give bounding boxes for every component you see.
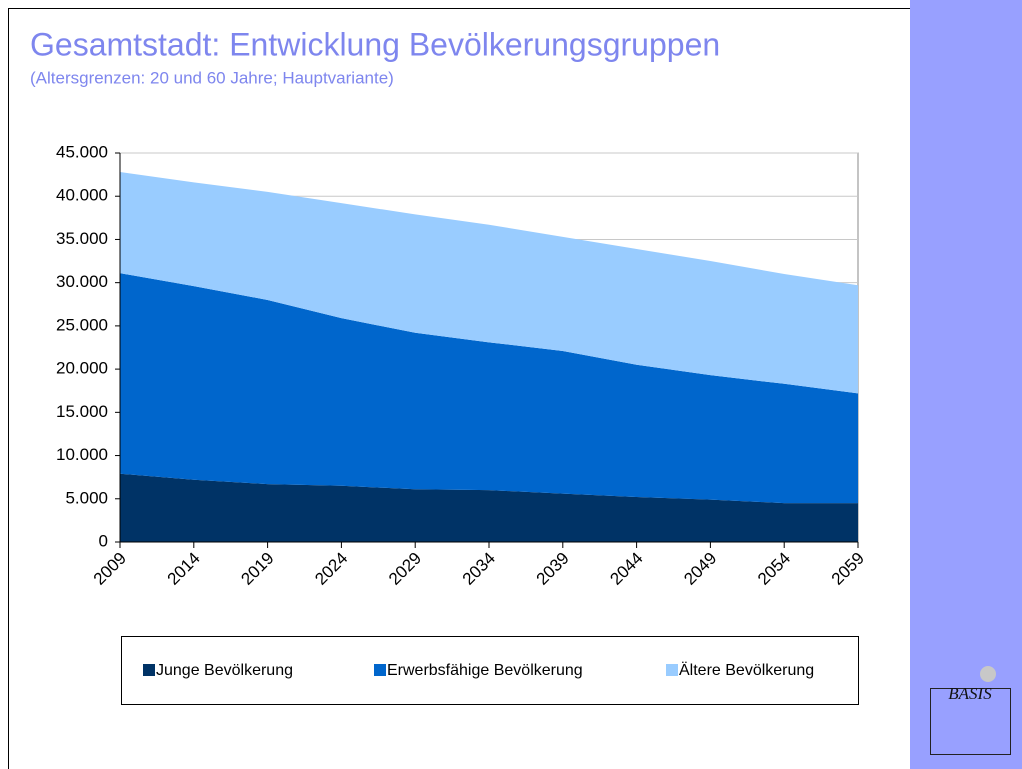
y-tick-label: 10.000	[56, 445, 108, 464]
logo-dot	[980, 666, 996, 682]
x-tick-label: 2014	[164, 549, 204, 589]
y-tick-label: 35.000	[56, 229, 108, 248]
y-tick-label: 5.000	[65, 488, 108, 507]
x-tick-label: 2009	[90, 549, 130, 589]
logo: BASIS	[930, 666, 1011, 755]
x-tick-label: 2024	[311, 549, 351, 589]
legend-label: Erwerbsfähige Bevölkerung	[387, 662, 583, 679]
legend-label: Junge Bevölkerung	[156, 662, 293, 679]
y-tick-label: 25.000	[56, 315, 108, 334]
y-tick-label: 15.000	[56, 402, 108, 421]
x-tick-label: 2044	[606, 549, 646, 589]
legend-swatch	[143, 664, 155, 676]
area	[120, 273, 858, 504]
chart-title: Gesamtstadt: Entwicklung Bevölkerungsgru…	[30, 26, 720, 62]
legend-label: Ältere Bevölkerung	[679, 661, 814, 679]
x-tick-label: 2039	[533, 549, 573, 589]
x-tick-label: 2034	[459, 549, 499, 589]
x-tick-label: 2059	[828, 549, 868, 589]
legend-swatch	[374, 664, 386, 676]
y-tick-label: 20.000	[56, 359, 108, 378]
y-tick-label: 45.000	[56, 142, 108, 161]
area	[120, 473, 858, 542]
legend-swatch	[666, 664, 678, 676]
y-tick-label: 30.000	[56, 272, 108, 291]
y-tick-label: 40.000	[56, 186, 108, 205]
x-tick-label: 2019	[237, 549, 277, 589]
y-tick-label: 0	[99, 531, 108, 550]
logo-text: BASIS	[948, 684, 992, 703]
legend-box	[121, 636, 859, 705]
sidebar	[910, 0, 1022, 769]
x-tick-label: 2049	[680, 549, 720, 589]
x-tick-label: 2029	[385, 549, 425, 589]
x-tick-label: 2054	[754, 549, 794, 589]
logo-box	[930, 688, 1011, 755]
area	[120, 172, 858, 394]
chart-subtitle: (Altersgrenzen: 20 und 60 Jahre; Hauptva…	[30, 68, 394, 87]
